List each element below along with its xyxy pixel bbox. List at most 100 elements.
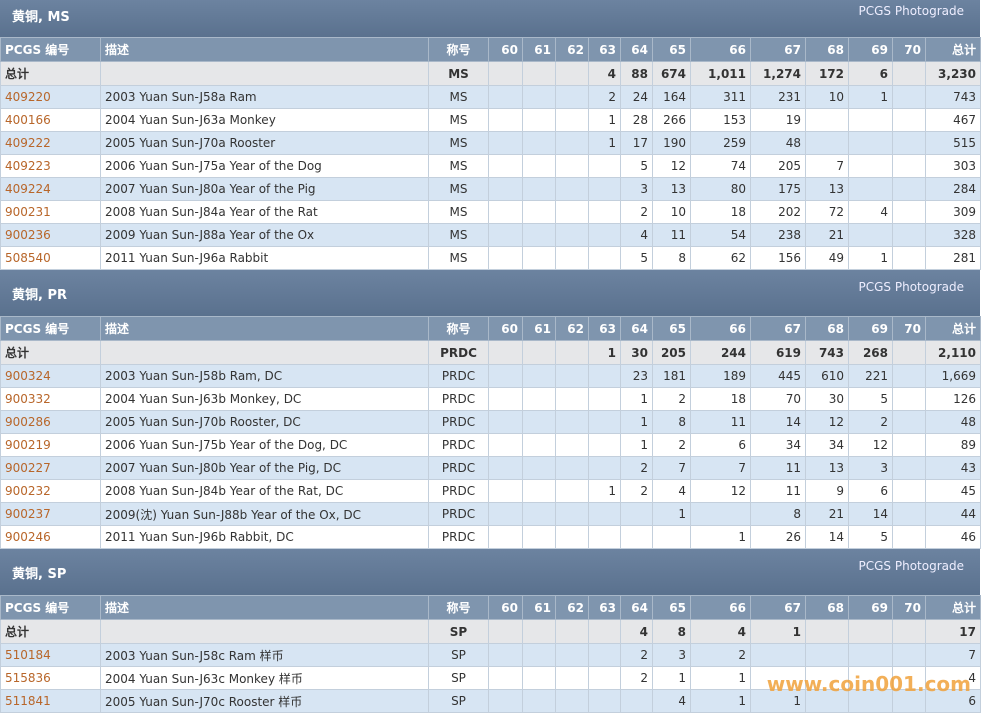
data-row: 900231 2008 Yuan Sun-J84a Year of the Rat… [0,200,981,224]
cell: 172 [805,61,849,86]
cell: 1 [652,666,691,690]
column-header: 称号 [428,595,489,620]
pcgs-link[interactable]: 900332 [5,392,51,406]
cell: 18 [690,200,751,224]
pcgs-link[interactable]: 400166 [5,113,51,127]
pcgs-link[interactable]: 409222 [5,136,51,150]
cell: 900246 [0,525,101,549]
cell [805,666,849,690]
cell: 62 [690,246,751,270]
pcgs-link[interactable]: 900219 [5,438,51,452]
cell [522,502,556,526]
photograde-link[interactable]: PCGS Photograde [858,280,964,294]
cell: 153 [690,108,751,132]
pcgs-link[interactable]: 900232 [5,484,51,498]
cell: 619 [750,340,806,365]
cell [522,154,556,178]
grade-table: PCGS 编号 描述 称号 60 61 62 63 64 65 66 67 68 69 70 总计 总计 PRD… [0,316,981,549]
column-header: 描述 [100,595,429,620]
cell [488,154,523,178]
cell: MS [428,223,489,247]
cell: 2,110 [925,340,981,365]
pcgs-link[interactable]: 409224 [5,182,51,196]
cell: 164 [652,85,691,109]
cell: 2005 Yuan Sun-J70c Rooster 样币 [100,689,429,713]
cell: PRDC [428,387,489,411]
cell: 4 [652,689,691,713]
total-row: 总计 PRDC 1 30 205 244 619 743 268 2,110 [0,340,981,365]
cell: MS [428,246,489,270]
pcgs-link[interactable]: 515836 [5,671,51,685]
cell [555,689,589,713]
column-header: 称号 [428,316,489,341]
pcgs-link[interactable]: 511841 [5,694,51,708]
cell: 268 [848,340,893,365]
pcgs-link[interactable]: 900231 [5,205,51,219]
cell [892,246,926,270]
cell: MS [428,61,489,86]
cell: 3 [620,177,653,201]
cell: 467 [925,108,981,132]
column-header: 62 [555,316,589,341]
cell [892,108,926,132]
cell: PRDC [428,525,489,549]
pcgs-link[interactable]: 900246 [5,530,51,544]
cell [555,525,589,549]
section-header: 黄铜, SP PCGS Photograde [0,549,980,595]
pcgs-link[interactable]: 900286 [5,415,51,429]
pcgs-link[interactable]: 900227 [5,461,51,475]
column-header: 70 [892,316,926,341]
cell: 511841 [0,689,101,713]
cell [488,108,523,132]
cell: 900231 [0,200,101,224]
cell: 1,669 [925,364,981,388]
cell [488,387,523,411]
column-header: 70 [892,37,926,62]
column-header: 描述 [100,316,429,341]
cell [892,666,926,690]
cell: 4 [588,61,621,86]
cell: 17 [620,131,653,155]
pcgs-link[interactable]: 510184 [5,648,51,662]
cell [555,433,589,457]
cell: 510184 [0,643,101,667]
pcgs-link[interactable]: 409220 [5,90,51,104]
data-row: 900232 2008 Yuan Sun-J84b Year of the Rat… [0,479,981,503]
cell: 11 [750,479,806,503]
cell [848,131,893,155]
cell: 2006 Yuan Sun-J75b Year of the Dog, DC [100,433,429,457]
cell: 13 [805,456,849,480]
cell: 1 [588,340,621,365]
pcgs-link[interactable]: 900237 [5,507,51,521]
cell: 14 [848,502,893,526]
cell: 2 [620,456,653,480]
cell [892,85,926,109]
cell: 900236 [0,223,101,247]
photograde-link[interactable]: PCGS Photograde [858,4,964,18]
cell: 900237 [0,502,101,526]
cell: 8 [652,246,691,270]
pcgs-link[interactable]: 409223 [5,159,51,173]
pcgs-link[interactable]: 900324 [5,369,51,383]
cell: 7 [690,456,751,480]
cell: 674 [652,61,691,86]
pcgs-link[interactable]: 508540 [5,251,51,265]
cell [100,340,429,365]
cell: 17 [925,619,981,644]
section: 黄铜, SP PCGS Photograde PCGS 编号 描述 称号 60 61 62 63… [0,549,983,713]
photograde-link[interactable]: PCGS Photograde [858,559,964,573]
cell: 445 [750,364,806,388]
cell [805,108,849,132]
cell: 2004 Yuan Sun-J63b Monkey, DC [100,387,429,411]
cell: 4 [925,666,981,690]
cell: 126 [925,387,981,411]
cell: 3,230 [925,61,981,86]
cell [892,364,926,388]
data-row: 515836 2004 Yuan Sun-J63c Monkey 样币 SP 2 1 1 4 [0,666,981,690]
data-row: 900227 2007 Yuan Sun-J80b Year of the Pig… [0,456,981,480]
cell: 43 [925,456,981,480]
cell [555,85,589,109]
pcgs-link[interactable]: 900236 [5,228,51,242]
cell: 12 [690,479,751,503]
